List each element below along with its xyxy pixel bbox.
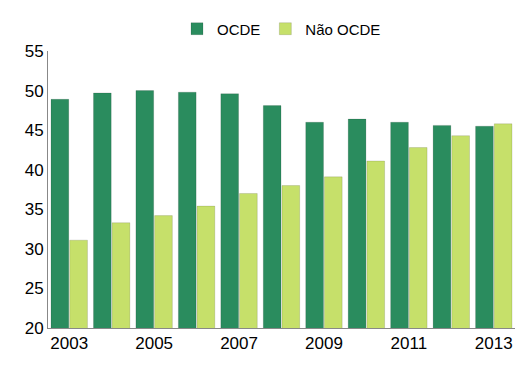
svg-text:55: 55: [25, 42, 44, 61]
svg-text:45: 45: [25, 121, 44, 140]
svg-text:OCDE: OCDE: [217, 21, 260, 38]
svg-text:25: 25: [25, 279, 44, 298]
svg-text:35: 35: [25, 200, 44, 219]
svg-text:Não OCDE: Não OCDE: [305, 21, 380, 38]
svg-text:2005: 2005: [135, 334, 173, 353]
svg-text:2009: 2009: [305, 334, 343, 353]
svg-text:30: 30: [25, 240, 44, 259]
svg-text:2013: 2013: [475, 334, 513, 353]
svg-text:40: 40: [25, 161, 44, 180]
svg-text:50: 50: [25, 82, 44, 101]
svg-text:2007: 2007: [220, 334, 258, 353]
svg-text:2003: 2003: [50, 334, 88, 353]
svg-text:20: 20: [25, 319, 44, 338]
svg-text:2011: 2011: [391, 334, 428, 353]
